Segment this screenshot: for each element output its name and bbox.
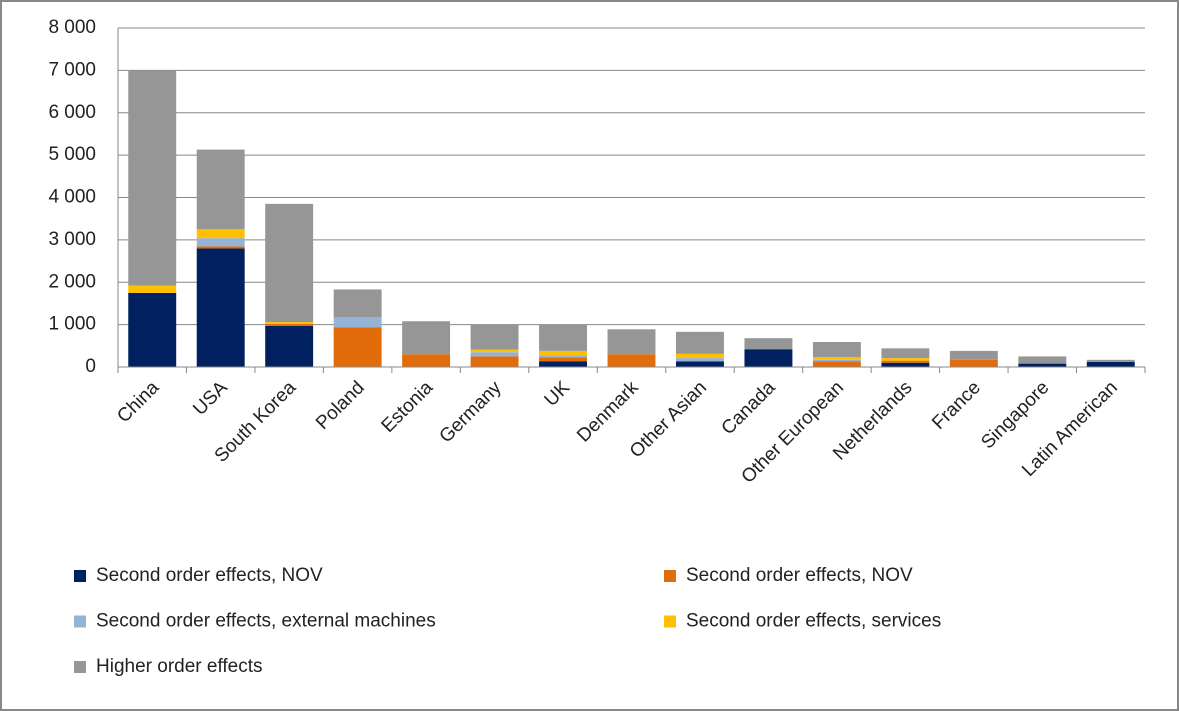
bar-segment — [744, 349, 793, 367]
bar-segment — [881, 362, 930, 367]
bar-segment — [128, 285, 177, 293]
legend-swatch — [74, 661, 86, 673]
bar-segment — [196, 229, 245, 239]
legend-label: Second order effects, NOV — [96, 565, 323, 586]
bar-segment — [333, 289, 382, 317]
bar-segment — [1086, 361, 1135, 367]
legend-swatch — [74, 615, 86, 628]
bar-segment — [539, 361, 587, 367]
legend-label: Higher order effects — [96, 656, 263, 677]
legend-label: Second order effects, external machines — [96, 611, 436, 632]
bar-segment — [402, 354, 451, 367]
y-tick-label: 3 000 — [48, 229, 96, 250]
bar-segment — [539, 357, 587, 362]
bar-segment — [676, 331, 724, 354]
legend-swatch — [74, 570, 86, 582]
y-tick-label: 2 000 — [48, 271, 96, 292]
bar-segment — [676, 361, 724, 367]
y-tick-label: 6 000 — [48, 102, 96, 123]
bar-segment — [196, 238, 245, 247]
bar-segment — [265, 203, 314, 323]
y-tick-label: 7 000 — [48, 59, 96, 80]
bar-segment — [881, 358, 930, 361]
bar-segment — [812, 341, 861, 358]
bar-segment — [744, 338, 793, 350]
legend-swatch — [664, 615, 676, 628]
bar-segment — [196, 149, 245, 230]
bar-segment — [539, 350, 587, 356]
bar-segment — [470, 349, 519, 353]
bar-segment — [539, 324, 587, 351]
bar-segment — [812, 361, 861, 367]
bar-segment — [881, 360, 930, 363]
bar-segment — [196, 248, 245, 367]
bar-segment — [196, 246, 245, 249]
bar-segment — [607, 329, 656, 355]
bar-segment — [607, 354, 656, 367]
bar-segment — [812, 359, 861, 362]
bar-segment — [470, 352, 519, 357]
bar-segment — [128, 70, 177, 286]
bar-segment — [265, 325, 314, 367]
bar-segment — [881, 348, 930, 359]
legend-label: Second order effects, NOV — [686, 565, 913, 586]
bar-segment — [949, 359, 998, 367]
bar-segment — [470, 356, 519, 367]
y-tick-label: 1 000 — [48, 314, 96, 335]
bar-segment — [949, 350, 998, 360]
bar-segment — [402, 321, 451, 355]
bar-segment — [265, 322, 314, 324]
y-tick-label: 4 000 — [48, 187, 96, 208]
bar-segment — [128, 292, 177, 367]
bar-segment — [676, 353, 724, 359]
bar-segment — [470, 324, 519, 350]
bar-segment — [1018, 356, 1067, 364]
bar-segment — [333, 327, 382, 367]
y-tick-label: 0 — [85, 356, 96, 377]
bar-segment — [333, 316, 382, 328]
y-tick-label: 8 000 — [48, 17, 96, 38]
y-tick-label: 5 000 — [48, 144, 96, 165]
bar-segment — [265, 323, 314, 326]
bar-segment — [812, 357, 861, 360]
legend-swatch — [664, 570, 676, 582]
legend-label: Second order effects, services — [686, 611, 941, 632]
bar-segment — [1086, 359, 1135, 362]
bar-segment — [676, 358, 724, 362]
bar-segment — [1018, 363, 1067, 367]
bar-segment — [539, 355, 587, 358]
